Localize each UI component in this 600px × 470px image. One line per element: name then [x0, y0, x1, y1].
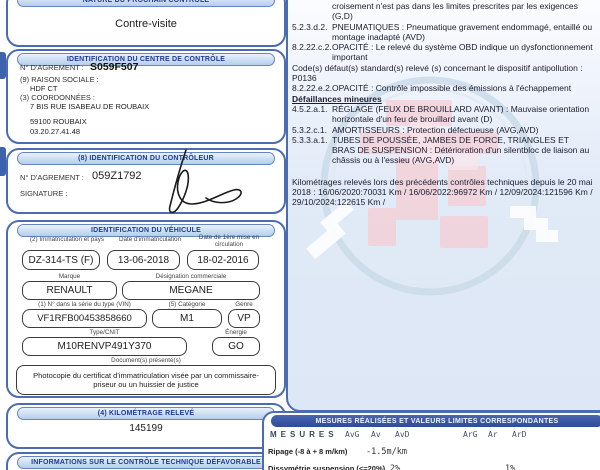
- center-phone: 03.20.27.41.48: [30, 127, 81, 136]
- col-ar: Ar: [488, 430, 498, 439]
- date-immat-value: 13-06-2018: [107, 250, 180, 270]
- raison-sociale-label: (9) RAISON SOCIALE :: [20, 75, 99, 84]
- mileage-box: (4) KILOMÉTRAGE RELEVÉ 145199: [6, 403, 286, 449]
- page-edge-mark: [0, 147, 6, 176]
- dissymetrie-value-rear: 1%: [505, 464, 516, 470]
- signature-mark: [168, 149, 242, 214]
- mileage-header: (4) KILOMÉTRAGE RELEVÉ: [17, 407, 275, 420]
- energie-label: Énergie: [225, 329, 247, 336]
- inspector-agrement-value: 059Z1792: [92, 170, 142, 182]
- obd-fault-code-line: Code(s) défaut(s) standard(s) relevé (s)…: [292, 62, 583, 84]
- minor-defect-item: 5.3.3.a.1. TUBES DE POUSSÉE, JAMBES DE F…: [292, 134, 590, 166]
- signature-label: SIGNATURE :: [20, 189, 68, 198]
- defect-item: 8.2.22.c.2. OPACITÉ : Le relevé du systè…: [292, 42, 593, 63]
- unfavorable-info-header: INFORMATIONS SUR LE CONTRÔLE TECHNIQUE D…: [17, 456, 275, 469]
- center-agrement-value: S059F507: [90, 61, 139, 73]
- minor-defect-item: 4.5.2.a.1. RÉGLAGE (FEUX DE BROUILLARD A…: [292, 103, 590, 125]
- defect-line-clipped: RÉGLAGE (FEUX DE CROISEMENT) : L'orienta…: [332, 0, 600, 1]
- col-arg: ArG: [463, 430, 478, 439]
- type-cnit-label: Type/CNIT: [89, 329, 120, 336]
- documents-value: Photocopie du certificat d'immatriculati…: [16, 365, 276, 395]
- date-mec-value: 18-02-2016: [187, 250, 259, 270]
- dissymetrie-label: Dissymétrie suspension (<=20%): [268, 464, 386, 470]
- designation-label: Désignation commerciale: [155, 273, 227, 280]
- inspector-header: (8) IDENTIFICATION DU CONTRÔLEUR: [17, 152, 275, 165]
- vin-label: (1) N° dans la série du type (VIN): [38, 301, 131, 308]
- designation-value: MEGANE: [122, 281, 260, 300]
- marque-value: RENAULT: [22, 281, 117, 300]
- date-immat-label: Date d'immatriculation: [118, 236, 182, 243]
- coordonnees-label: (3) COORDONNÉES :: [20, 93, 96, 102]
- marque-label: Marque: [58, 273, 81, 280]
- minor-defects-heading: Défaillances mineures: [292, 93, 382, 104]
- categorie-value: M1: [152, 309, 222, 328]
- documents-label: Document(s) présenté(s): [111, 357, 181, 364]
- defect-item: 8.2.22.e.2. OPACITÉ : Contrôle impossibl…: [292, 83, 572, 94]
- inspection-center-header: IDENTIFICATION DU CENTRE DE CONTRÔLE: [17, 53, 275, 66]
- page-edge-mark: [0, 52, 6, 79]
- next-inspection-box: NATURE DU PROCHAIN CONTRÔLE Contre-visit…: [6, 0, 286, 47]
- col-av: Av: [371, 430, 381, 439]
- inspector-box: (8) IDENTIFICATION DU CONTRÔLEUR N° D'AG…: [6, 148, 286, 214]
- genre-label: Genre: [235, 301, 253, 308]
- ripage-value: -1.5m/km: [366, 447, 407, 457]
- address-line2: 59100 ROUBAIX: [30, 117, 87, 126]
- vehicle-header: IDENTIFICATION DU VÉHICULE: [17, 224, 275, 237]
- type-cnit-value: M10RENVP491Y370: [22, 337, 187, 356]
- defect-continuation: croisement n'est pas dans les limites pr…: [332, 1, 578, 22]
- next-inspection-header: NATURE DU PROCHAIN CONTRÔLE: [17, 0, 275, 7]
- dissymetrie-value-front: 2%: [390, 464, 401, 470]
- col-ard: ArD: [512, 430, 527, 439]
- km-history: Kilométrages relevés lors des précédents…: [292, 176, 593, 208]
- col-avd: AvD: [395, 430, 410, 439]
- inspector-agrement-label: N° D'AGREMENT :: [20, 173, 84, 182]
- measures-box: MESURES RÉALISÉES ET VALEURS LIMITES COR…: [262, 411, 600, 470]
- mileage-value: 145199: [129, 423, 163, 434]
- minor-defect-item: 5.3.2.c.1. AMORTISSEURS : Protection déf…: [292, 124, 539, 135]
- defects-panel: [286, 0, 600, 412]
- genre-value: VP: [228, 309, 260, 328]
- raison-sociale-value: HDF CT: [30, 84, 58, 93]
- immat-value: DZ-314-TS (F): [22, 250, 100, 270]
- center-agrement-label: N° D'AGREMENT :: [20, 63, 84, 72]
- address-line1: 7 BIS RUE ISABEAU DE ROUBAIX: [30, 102, 150, 111]
- vehicle-box: IDENTIFICATION DU VÉHICULE (2) Immatricu…: [6, 220, 286, 398]
- measures-header: MESURES RÉALISÉES ET VALEURS LIMITES COR…: [271, 415, 600, 427]
- next-inspection-value: Contre-visite: [115, 18, 177, 30]
- defect-item: 5.2.3.d.2. PNEUMATIQUES : Pneumatique gr…: [292, 21, 593, 42]
- measures-table-title: MESURES: [270, 430, 338, 439]
- vin-value: VF1RFB00453858660: [22, 309, 147, 328]
- defects-text: croisement n'est pas dans les limites pr…: [292, 1, 594, 208]
- col-avg: AvG: [345, 430, 360, 439]
- immat-label: (2) Immatriculation et pays: [29, 236, 105, 243]
- unfavorable-info-box: INFORMATIONS SUR LE CONTRÔLE TECHNIQUE D…: [6, 452, 286, 470]
- energie-value: GO: [212, 337, 260, 356]
- watermark: [306, 76, 558, 296]
- ripage-label: Ripage (-8 à + 8 m/km): [268, 447, 348, 456]
- inspection-center-box: IDENTIFICATION DU CENTRE DE CONTRÔLE N° …: [6, 49, 286, 144]
- date-mec-label: Date de 1ère mise en circulation: [198, 234, 260, 248]
